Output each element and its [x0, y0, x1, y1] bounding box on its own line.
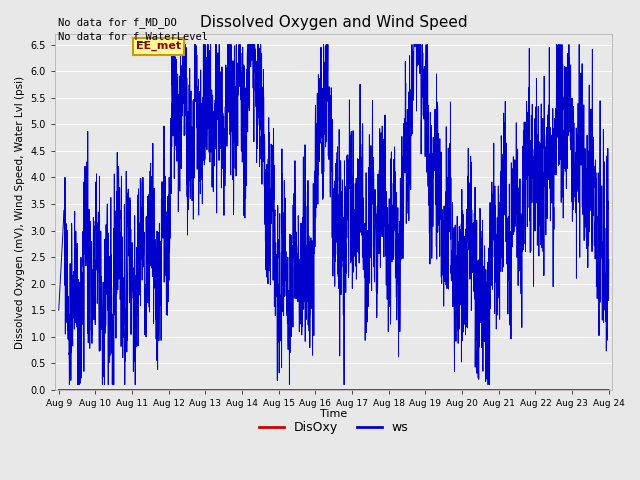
Text: No data for f_MD_DO: No data for f_MD_DO [58, 17, 177, 28]
Title: Dissolved Oxygen and Wind Speed: Dissolved Oxygen and Wind Speed [200, 15, 468, 30]
X-axis label: Time: Time [320, 409, 348, 420]
Y-axis label: Dissolved Oxygen (mV), Wind Speed, Water Lvl (psi): Dissolved Oxygen (mV), Wind Speed, Water… [15, 75, 25, 348]
Text: No data for f_WaterLevel: No data for f_WaterLevel [58, 31, 207, 42]
Text: EE_met: EE_met [136, 41, 181, 51]
Legend: DisOxy, ws: DisOxy, ws [254, 416, 413, 439]
